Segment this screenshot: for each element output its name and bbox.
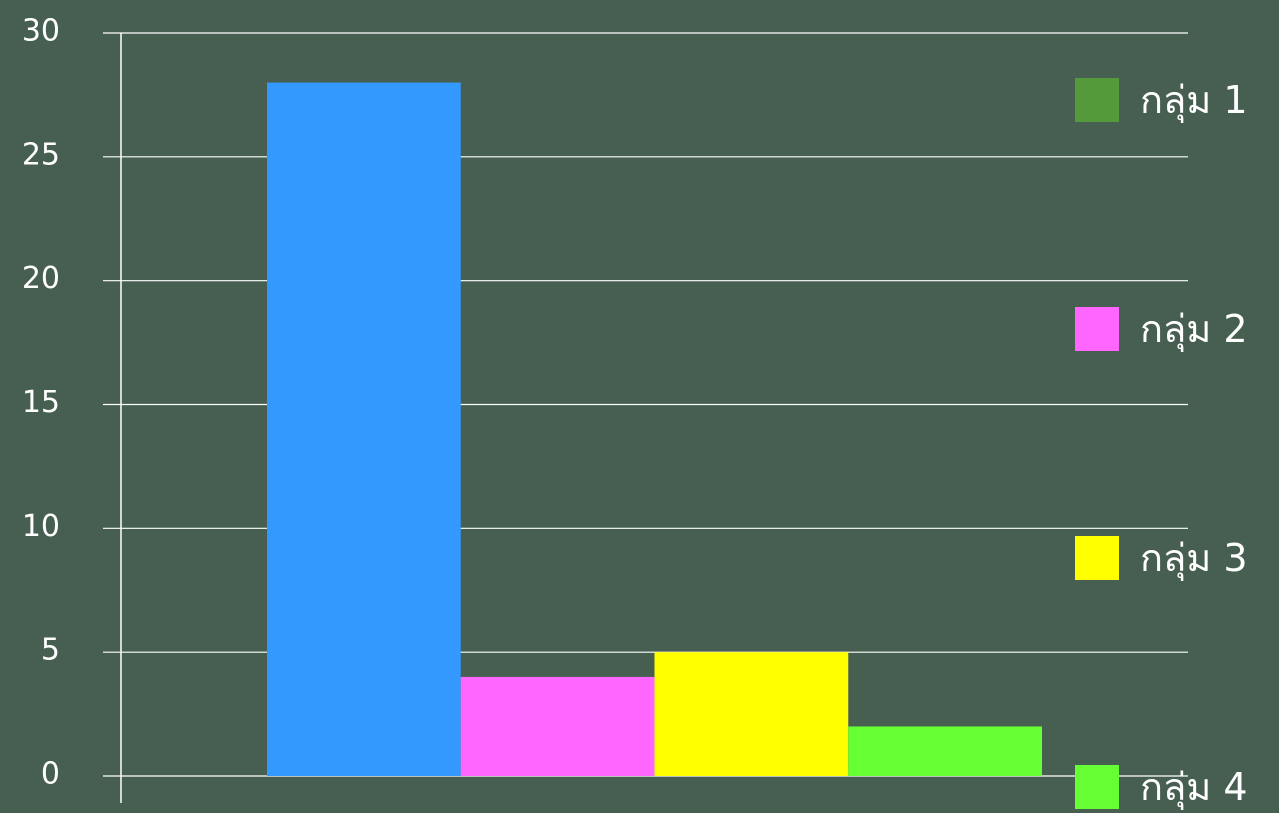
legend-label-2: กลุ่ม 2 [1140, 307, 1248, 352]
y-tick-label: 20 [22, 261, 60, 296]
y-tick-label: 30 [22, 14, 60, 49]
y-tick-label: 0 [41, 757, 60, 792]
y-tick-label: 25 [22, 137, 60, 172]
legend-swatch-2 [1075, 307, 1119, 351]
y-tick-label: 5 [41, 633, 60, 668]
bar-series-2 [460, 676, 655, 776]
legend-label-1: กลุ่ม 1 [1140, 78, 1248, 123]
legend-label-4: กลุ่ม 4 [1140, 765, 1248, 810]
bar-series-1 [267, 82, 461, 777]
y-tick-label: 10 [22, 509, 60, 544]
bar-series-4 [848, 726, 1042, 776]
y-tick-label: 15 [22, 385, 60, 420]
legend-label-3: กลุ่ม 3 [1140, 536, 1248, 581]
legend-swatch-4 [1075, 765, 1119, 809]
bars [267, 82, 1042, 777]
legend-swatch-3 [1075, 536, 1119, 580]
legend-swatch-1 [1075, 78, 1119, 122]
y-axis-tick-labels: 0 5 10 15 20 25 30 [22, 14, 60, 792]
bar-series-3 [654, 652, 849, 776]
legend: กลุ่ม 1 กลุ่ม 2 กลุ่ม 3 กลุ่ม 4 [1075, 78, 1248, 810]
